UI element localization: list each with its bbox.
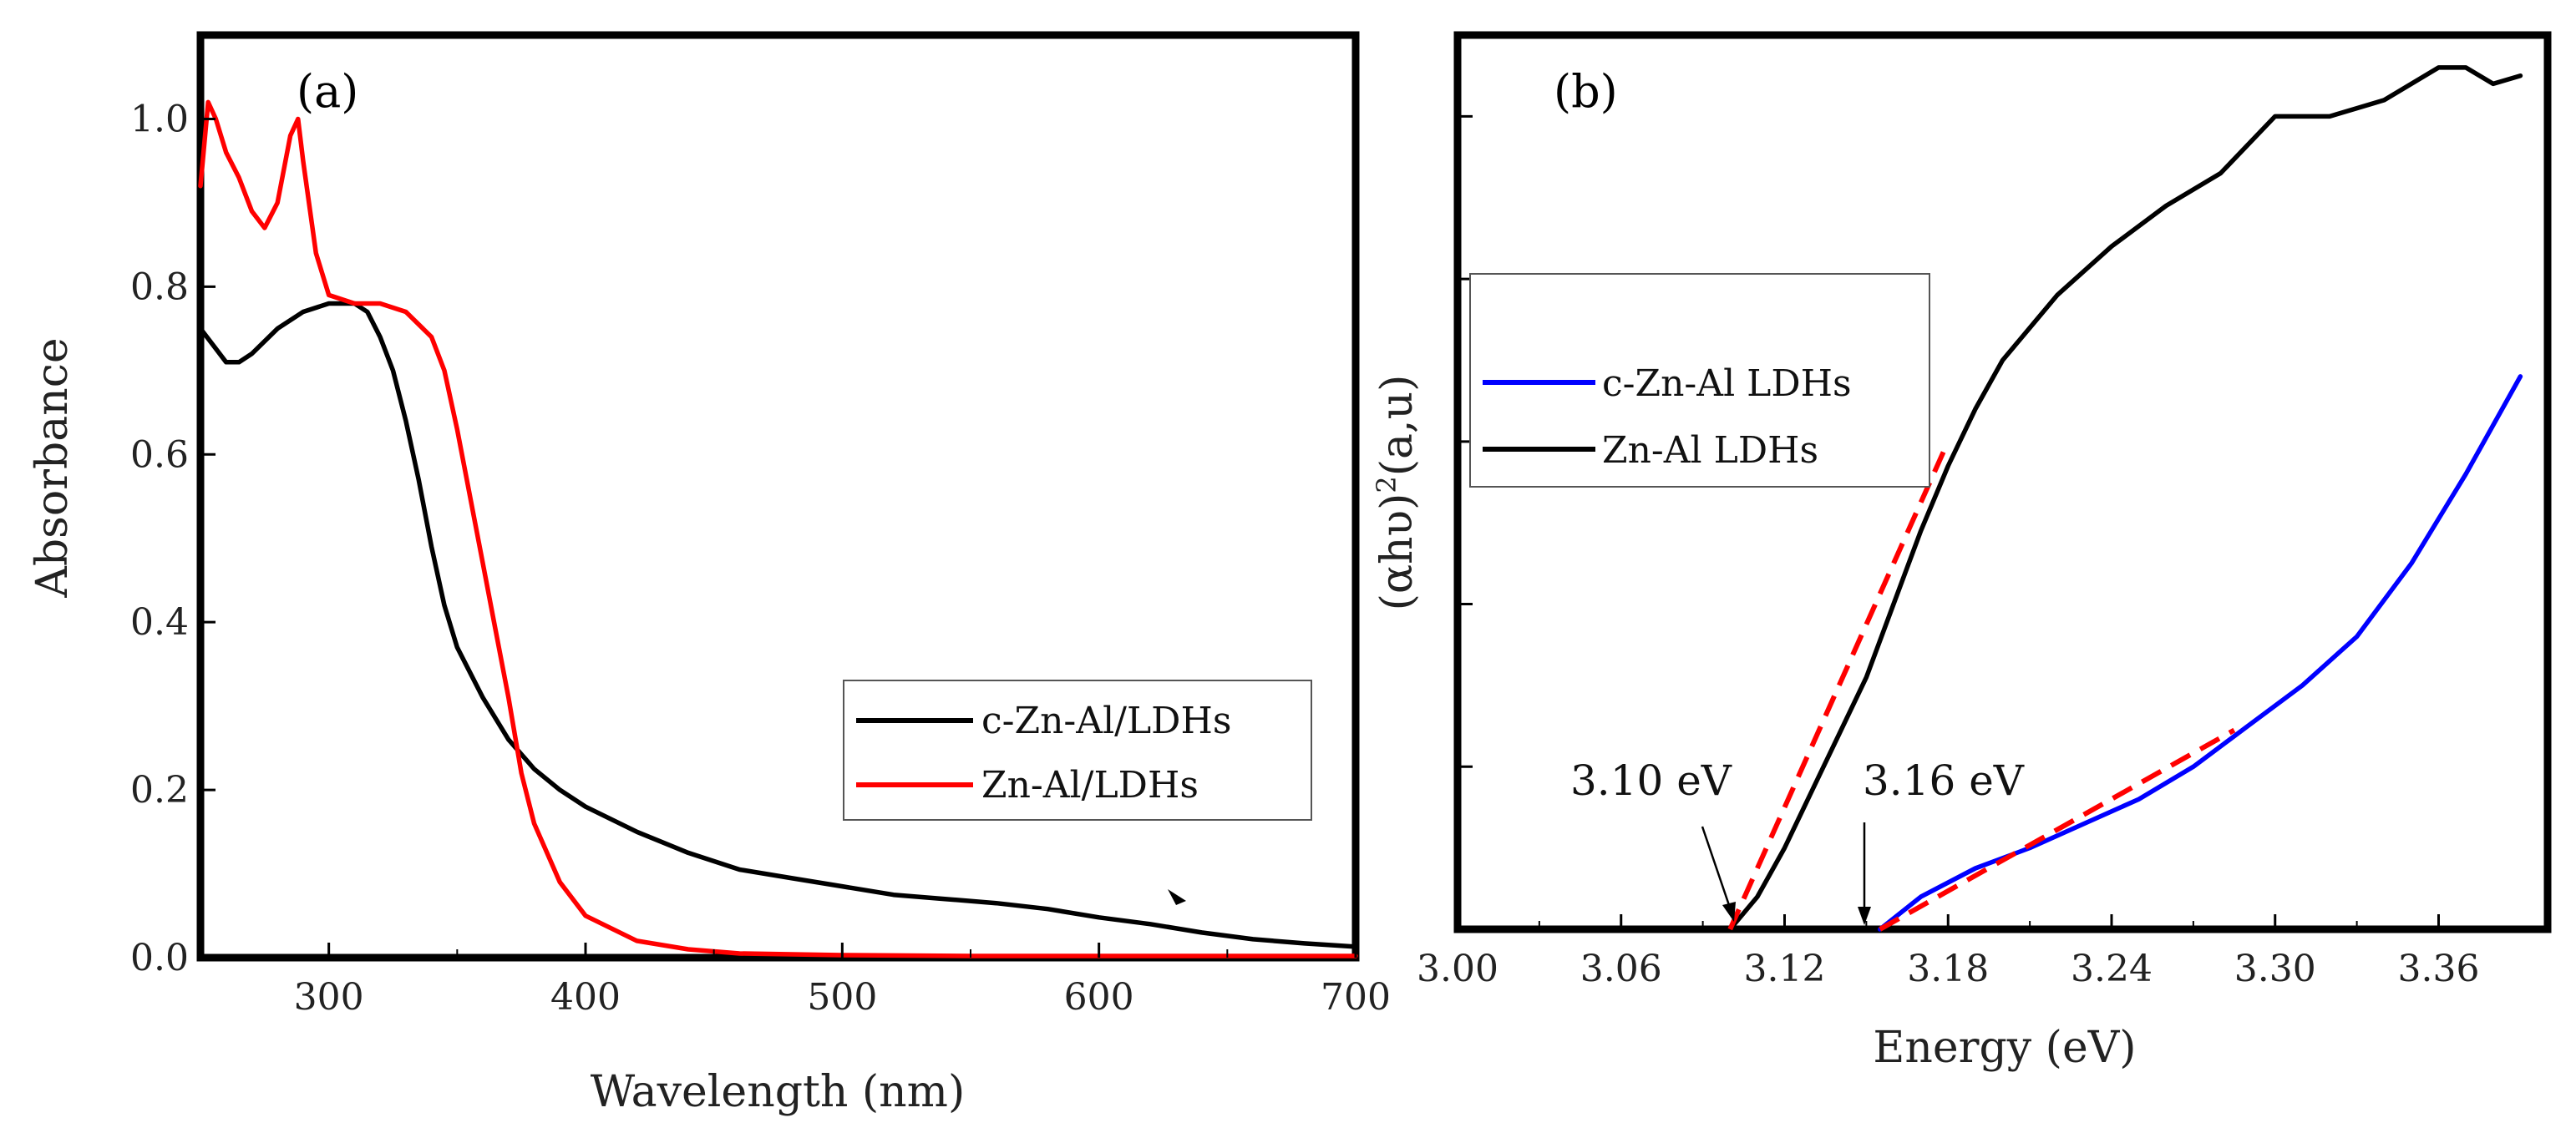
panel-b-x-tick-label-3-12: 3.12	[1744, 948, 1826, 990]
panel-a-series-layer	[198, 99, 1358, 958]
panel-a-legend-box	[843, 680, 1312, 821]
panel-a-y-axis-title: Absorbance	[28, 337, 78, 598]
panel-b-y-axis-title-sup: 2	[1371, 476, 1402, 493]
panel-b-y-axis-title-base: (αhυ)	[1372, 493, 1422, 611]
annotation-3-10-ev: 3.10 eV	[1570, 756, 1732, 805]
panel-a-y-tick-label-0-6: 0.6	[130, 433, 189, 476]
panel-b-x-tick-label-3-30: 3.30	[2234, 948, 2316, 990]
panel-b-fit-line-2	[1879, 727, 2236, 932]
panel-b-plot-frame	[1453, 31, 2552, 933]
panel-a-x-tick-label-700: 700	[1321, 976, 1391, 1019]
panel-a: 300 400 500 600 700 0.0 0.2 0.4 0.6 0.8 1.0 (a) Wa…	[28, 31, 1391, 1117]
panel-a-y-tick-label-0-4: 0.4	[130, 601, 189, 644]
panel-b-x-tick-label-3-00: 3.00	[1417, 948, 1498, 990]
panel-a-y-tick-label-0-2: 0.2	[130, 769, 189, 812]
panel-a-y-tick-label-0-8: 0.8	[130, 266, 189, 308]
panel-a-series-zn-al-ldhs	[198, 99, 1358, 958]
panel-b-y-axis-title: (αhυ)2(a,u)	[1371, 375, 1422, 611]
panel-a-legend: c-Zn-Al/LDHs Zn-Al/LDHs	[843, 680, 1312, 821]
panel-b-series-layer	[1727, 65, 2523, 932]
panel-b-fit-line-1	[1727, 440, 1950, 931]
panel-a-series-c-zn-al-ldhs	[198, 301, 1358, 949]
panel-b-label: (b)	[1554, 65, 1618, 118]
panel-b: 3.00 3.06 3.12 3.18 3.24 3.30 3.36 (b) Energy …	[1371, 31, 2552, 1073]
panel-b-series-zn-al-ldhs	[1727, 65, 2523, 932]
panel-b-x-tick-label-3-06: 3.06	[1580, 948, 1662, 990]
panel-b-y-axis-title-tail: (a,u)	[1372, 375, 1422, 477]
panel-a-x-tick-label-300: 300	[294, 976, 364, 1019]
legend-label-zn-al-ldhs-b: Zn-Al LDHs	[1602, 429, 1818, 472]
panel-a-x-axis-title: Wavelength (nm)	[591, 1067, 966, 1117]
panel-b-x-tick-label-3-18: 3.18	[1907, 948, 1989, 990]
panel-a-ticks-layer: 300 400 500 600 700 0.0 0.2 0.4 0.6 0.8 1.0	[130, 98, 1391, 1019]
panel-a-x-tick-label-500: 500	[807, 976, 877, 1019]
annotation-arrow-3-10-ev	[1701, 826, 1732, 911]
legend-label-c-zn-al-ldhs-b: c-Zn-Al LDHs	[1602, 362, 1852, 405]
panel-b-x-axis-title: Energy (eV)	[1873, 1023, 2136, 1073]
panel-a-arrow-marker	[1168, 889, 1186, 905]
panel-a-plot-frame	[196, 31, 1360, 962]
panel-b-series-c-zn-al-ldhs	[1877, 374, 2523, 932]
panel-b-x-tick-label-3-24: 3.24	[2071, 948, 2153, 990]
annotation-arrowhead-3-16-ev	[1858, 907, 1871, 925]
panel-a-x-tick-label-600: 600	[1064, 976, 1134, 1019]
panel-a-x-tick-label-400: 400	[550, 976, 621, 1019]
panel-b-ticks-layer: 3.00 3.06 3.12 3.18 3.24 3.30 3.36	[1417, 114, 2480, 990]
panel-a-label: (a)	[297, 65, 358, 118]
legend-label-c-zn-al-ldhs: c-Zn-Al/LDHs	[981, 700, 1231, 742]
annotation-3-16-ev: 3.16 eV	[1863, 756, 2025, 805]
panel-a-y-tick-label-1-0: 1.0	[130, 98, 189, 140]
panel-b-legend: c-Zn-Al LDHs Zn-Al LDHs	[1469, 273, 1930, 488]
annotation-arrowhead-3-10-ev	[1722, 902, 1736, 922]
panel-b-x-tick-label-3-36: 3.36	[2398, 948, 2480, 990]
panel-a-y-tick-label-0-0: 0.0	[130, 937, 189, 979]
legend-label-zn-al-ldhs: Zn-Al/LDHs	[981, 764, 1199, 807]
